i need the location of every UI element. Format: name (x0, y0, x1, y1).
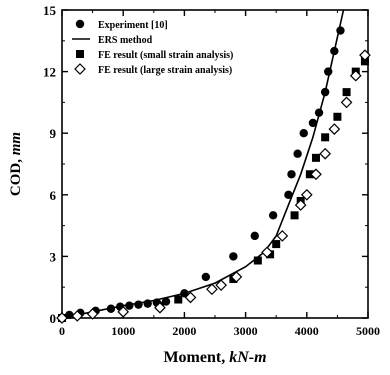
y-tick-label: 9 (50, 126, 57, 141)
axis-ticks: 0 1000 2000 3000 4000 5000 0 3 6 9 12 15 (43, 3, 380, 338)
data-point (261, 246, 273, 259)
legend-label: Experiment [10] (98, 20, 168, 31)
data-point (134, 300, 143, 309)
data-point (201, 272, 211, 282)
y-tick-label: 12 (43, 65, 56, 80)
data-point (311, 153, 320, 162)
series-layer (56, 9, 371, 324)
data-point (319, 147, 332, 160)
data-point (71, 310, 84, 322)
data-point (321, 133, 330, 142)
x-axis-label: Moment, kN-m (163, 349, 266, 366)
data-point (276, 230, 289, 242)
data-point (230, 271, 243, 283)
legend-item: FE result (small strain analysis) (76, 50, 233, 61)
data-point (349, 69, 362, 82)
data-point (294, 199, 307, 211)
data-point (161, 297, 171, 306)
x-tick-label: 1000 (111, 324, 135, 338)
data-point (174, 295, 183, 304)
legend-item: Experiment [10] (75, 19, 168, 31)
data-point (310, 168, 322, 181)
data-point (56, 312, 68, 324)
data-point (229, 252, 238, 261)
data-point (117, 305, 130, 318)
data-point (86, 308, 99, 320)
legend-marker (75, 19, 85, 29)
data-point (215, 279, 227, 291)
x-tick-label: 4000 (295, 324, 319, 338)
data-point (272, 240, 281, 249)
data-point (290, 211, 299, 220)
data-point (184, 291, 197, 304)
data-point (284, 190, 293, 199)
data-point (360, 57, 369, 66)
y-tick-label: 3 (50, 249, 57, 264)
data-point (299, 129, 308, 138)
legend-item: FE result (large strain analysis) (74, 63, 232, 76)
data-point (268, 211, 278, 220)
x-tick-label: 2000 (172, 324, 196, 338)
data-point (340, 96, 353, 109)
legend-marker (76, 50, 84, 58)
data-point (206, 283, 218, 296)
y-tick-label: 0 (50, 311, 57, 326)
legend-label: ERS method (98, 35, 153, 46)
legend-label: FE result (large strain analysis) (98, 65, 232, 76)
data-point (253, 256, 262, 265)
data-point (300, 188, 313, 201)
y-tick-label: 15 (43, 3, 57, 18)
legend-label: FE result (small strain analysis) (98, 50, 233, 61)
legend-item: ERS method (72, 35, 153, 46)
x-tick-label: 5000 (356, 324, 380, 338)
x-tick-label: 3000 (234, 324, 258, 338)
x-tick-label: 0 (59, 324, 65, 338)
y-axis-label: COD, mm (8, 132, 24, 196)
series-2 (58, 57, 369, 322)
legend: Experiment [10] ERS method FE result (smal… (72, 19, 233, 76)
data-point (293, 149, 302, 158)
data-point (333, 112, 342, 121)
data-point (328, 123, 341, 135)
data-point (308, 118, 318, 128)
data-point (305, 170, 314, 179)
data-point (154, 301, 166, 314)
data-point (342, 88, 351, 97)
data-point (250, 231, 259, 241)
data-point (287, 170, 296, 179)
legend-marker (74, 63, 86, 75)
y-tick-label: 6 (50, 188, 57, 203)
data-point (359, 49, 371, 62)
series-3 (56, 49, 371, 324)
